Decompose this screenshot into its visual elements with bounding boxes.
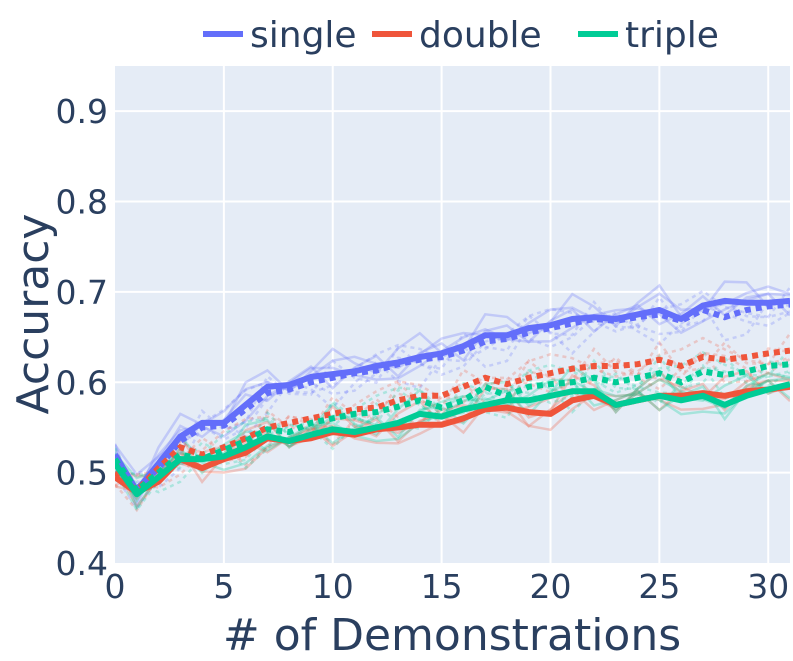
run-line-dotted: [115, 351, 790, 513]
legend-label-single: single: [250, 15, 357, 56]
y-tick-label: 0.8: [56, 183, 108, 222]
legend-label-triple: triple: [625, 15, 719, 56]
x-tick-label: 20: [529, 567, 571, 606]
double-dotted-line: [115, 347, 790, 495]
run-line-dotted: [115, 366, 790, 513]
single-solid-line: [115, 297, 790, 494]
y-axis-title: Accuracy: [8, 214, 59, 415]
x-axis-ticks: 0 5 10 15 20 25 30: [105, 567, 790, 606]
run-line-solid: [115, 376, 790, 495]
run-line-dotted: [115, 289, 790, 493]
legend-label-double: double: [419, 15, 542, 56]
run-line-solid: [115, 371, 790, 480]
legend: single double triple: [203, 15, 719, 56]
y-tick-label: 0.4: [56, 544, 108, 583]
mean-series-lines: [115, 297, 790, 498]
x-tick-label: 10: [312, 567, 354, 606]
y-tick-label: 0.5: [56, 454, 108, 493]
x-tick-label: 15: [421, 567, 463, 606]
x-tick-label: 0: [105, 567, 126, 606]
triple-solid-line: [115, 381, 790, 498]
run-line-solid: [115, 292, 790, 492]
x-axis-title: # of Demonstrations: [223, 610, 681, 661]
y-tick-label: 0.7: [56, 273, 108, 312]
triple-dotted-line: [115, 361, 790, 496]
y-tick-label: 0.6: [56, 363, 108, 402]
run-line-dotted: [115, 304, 790, 511]
y-axis-ticks: 0.4 0.5 0.6 0.7 0.8 0.9: [56, 92, 108, 583]
run-line-solid: [115, 379, 790, 493]
x-tick-label: 30: [747, 567, 789, 606]
x-tick-label: 25: [638, 567, 680, 606]
run-line-solid: [115, 285, 790, 477]
y-tick-label: 0.9: [56, 92, 108, 131]
x-tick-label: 5: [213, 567, 234, 606]
